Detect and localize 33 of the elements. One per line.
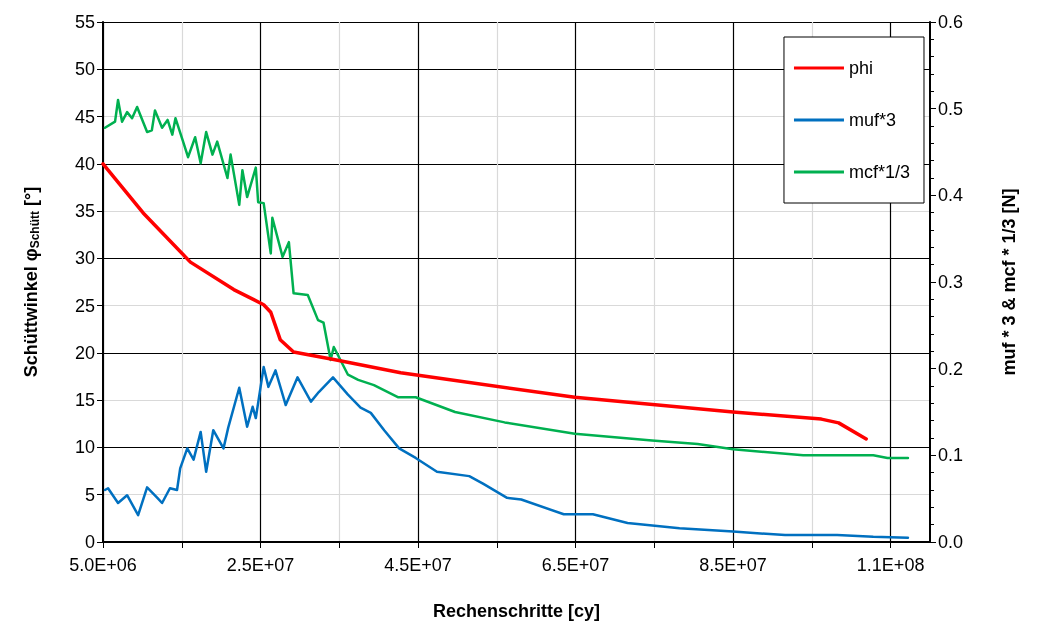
- legend-label: mcf*1/3: [848, 162, 911, 182]
- y-tick-label: 5: [84, 484, 95, 505]
- x-tick-label: 2.5E+07: [226, 555, 295, 575]
- legend-label: muf*3: [848, 110, 897, 130]
- y-tick-label: 30: [74, 248, 95, 269]
- x-tick-label: 4.5E+07: [384, 555, 452, 575]
- y2-tick-label: 0.1: [938, 445, 964, 466]
- line-series: [103, 365, 910, 539]
- y2-tick-label: 0.5: [938, 98, 964, 119]
- y-tick-label: 20: [74, 342, 95, 363]
- y2-tick-label: 0.2: [938, 358, 964, 379]
- y-tick-label: 0: [84, 532, 95, 552]
- y-tick-label: 40: [74, 153, 95, 174]
- y-tick-label: 15: [74, 390, 95, 411]
- y-tick-label: 10: [74, 437, 95, 458]
- y-tick-label: 45: [74, 106, 95, 127]
- y-tick-label: 55: [74, 12, 95, 32]
- y2-tick-label: 0.4: [938, 185, 964, 206]
- y2-tick-label: 0.6: [938, 12, 964, 32]
- y-tick-label: 25: [74, 295, 95, 316]
- legend-label: phi: [848, 58, 874, 78]
- y2-tick-label: 0.3: [938, 272, 964, 292]
- y2-tick-label: 0.0: [938, 532, 964, 552]
- x-tick-label: 8.5E+07: [699, 555, 767, 575]
- y2-axis-title: muf * 3 & mcf * 1/3 [N]: [999, 188, 1019, 376]
- x-axis-title: Rechenschritte [cy]: [432, 601, 601, 621]
- x-tick-label: 5.0E+06: [69, 555, 137, 575]
- line-series: [103, 98, 910, 460]
- x-tick-label: 1.1E+08: [856, 555, 925, 575]
- y-tick-label: 35: [74, 201, 95, 222]
- y-tick-label: 50: [74, 59, 95, 80]
- y-axis-title: Schüttwinkel φSchütt [°]: [21, 186, 42, 378]
- x-tick-label: 6.5E+07: [541, 555, 610, 575]
